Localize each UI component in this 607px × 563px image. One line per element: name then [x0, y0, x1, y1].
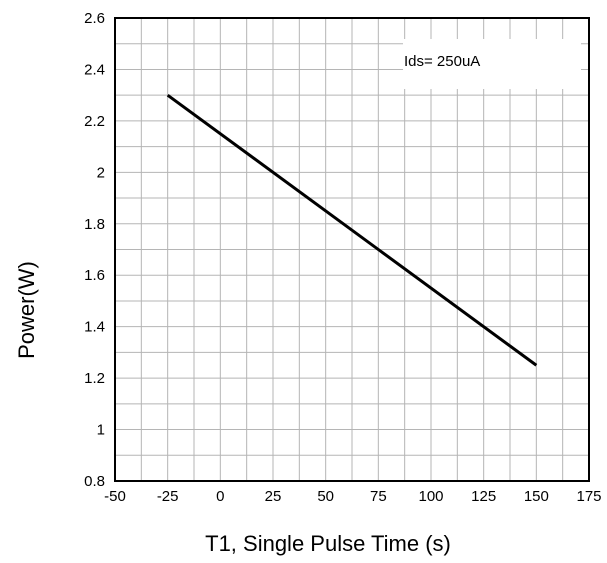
grid-lines: [115, 18, 589, 481]
series-lines: [166, 93, 538, 367]
x-tick-label: 125: [471, 488, 496, 505]
series-line: [166, 93, 538, 367]
y-tick-label: 0.8: [84, 473, 105, 490]
y-tick-label: 1.6: [84, 267, 105, 284]
y-tick-label: 2.6: [84, 10, 105, 27]
x-tick-label: 175: [576, 488, 601, 505]
y-tick-label: 1.2: [84, 370, 105, 387]
x-tick-label: 150: [524, 488, 549, 505]
x-tick-label: 25: [265, 488, 282, 505]
x-tick-label: 100: [418, 488, 443, 505]
y-tick-label: 1.8: [84, 216, 105, 233]
x-tick-label: 50: [317, 488, 334, 505]
x-tick-label: 75: [370, 488, 387, 505]
plot-area-frame: [114, 17, 590, 482]
y-tick-label: 1: [97, 422, 105, 439]
x-axis-ticks: -50 -25 0 25 50 75 100 125 150 175: [104, 488, 601, 505]
y-tick-label: 2: [97, 164, 105, 181]
y-tick-label: 2.4: [84, 61, 105, 78]
y-tick-label: 2.2: [84, 113, 105, 130]
x-tick-label: -50: [104, 488, 126, 505]
annotation-background: [403, 39, 581, 89]
y-tick-label: 1.4: [84, 319, 105, 336]
x-tick-label: 0: [216, 488, 224, 505]
y-axis-ticks: 0.8 1 1.2 1.4 1.6 1.8 2 2.2 2.4 2.6: [84, 10, 105, 490]
annotation-label: Ids= 250uA: [404, 53, 480, 70]
x-tick-label: -25: [157, 488, 179, 505]
y-axis-title: Power(W): [14, 261, 39, 359]
x-axis-title: T1, Single Pulse Time (s): [205, 531, 451, 556]
